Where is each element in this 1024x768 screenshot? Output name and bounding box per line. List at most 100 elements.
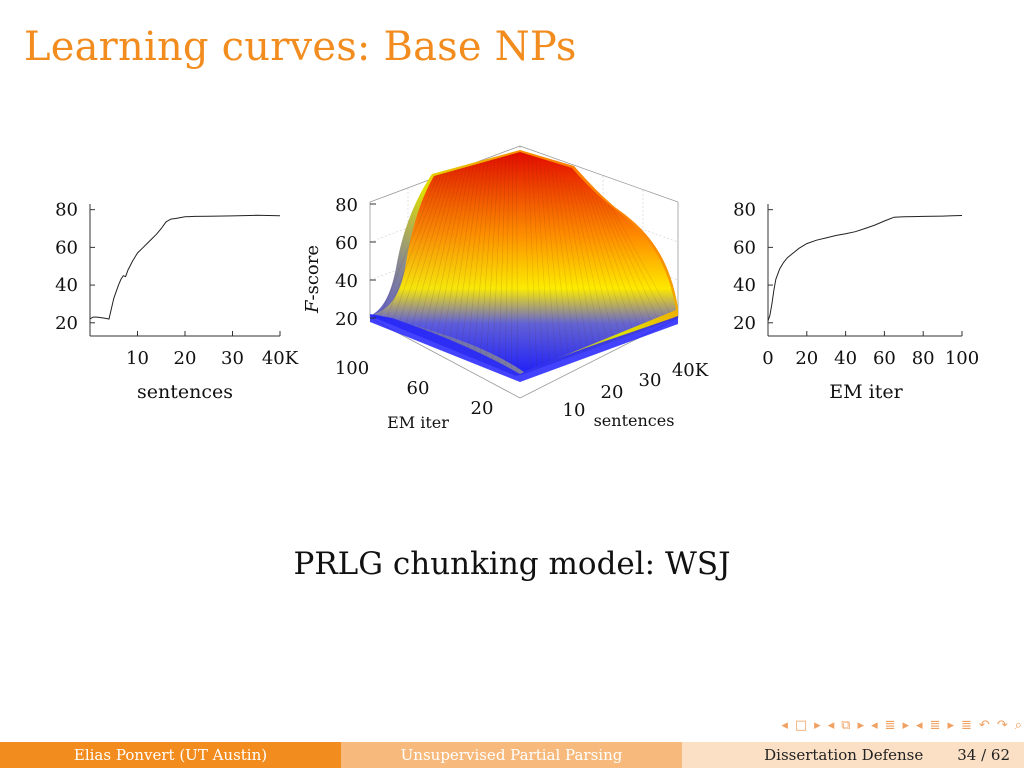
surface-mesh-line (436, 165, 471, 339)
surface-mesh-line (467, 160, 489, 351)
surface-mesh-line (559, 176, 588, 347)
z-tick-label: 60 (335, 233, 358, 254)
surface-mesh-line (539, 164, 556, 360)
surface-mesh-line (442, 164, 474, 341)
x-tick-label: 0 (762, 348, 773, 369)
x-axis-label: EM iter (829, 381, 903, 403)
nav-icon[interactable]: ◂ (827, 717, 835, 733)
surface-mesh-line (386, 173, 442, 319)
surface-mesh-line (429, 166, 467, 336)
z-tick-label: 20 (335, 309, 358, 330)
chart-left-axes (89, 204, 280, 337)
surface-mesh-line (575, 185, 613, 336)
surface-mesh-line (417, 168, 460, 331)
surface-mesh-line (473, 159, 492, 353)
y-tick-label: 60 (733, 237, 756, 258)
surface-mesh-line (607, 205, 664, 316)
surface-mesh-line (523, 154, 531, 370)
nav-icon[interactable]: ≣ (929, 717, 941, 733)
surface-mesh-line (547, 168, 569, 354)
surface-mesh-line (571, 183, 607, 339)
footer-right: Dissertation Defense 34 / 62 (682, 742, 1024, 768)
x-tick-label: 10 (563, 400, 586, 421)
y-axis-label: EM iter (387, 413, 449, 432)
surface-mesh-line (379, 174, 438, 317)
surface-top-face (374, 152, 676, 372)
surface-mesh-line (486, 157, 499, 358)
chart-right-axes (767, 204, 962, 337)
z-tick-label: 80 (335, 195, 358, 216)
x-axis-label: sentences (137, 381, 233, 403)
nav-icon[interactable]: ▸ (902, 717, 910, 733)
em-iter-curve-line (767, 215, 963, 322)
surface-mesh-lines (379, 152, 670, 370)
footer-author: Elias Ponvert (UT Austin) (0, 742, 341, 768)
nav-icon[interactable]: ▸ (947, 717, 954, 733)
surface-mesh-line (595, 197, 645, 324)
y-tick-label: 40 (733, 275, 756, 296)
nav-icon[interactable]: ↷ (996, 717, 1008, 733)
surface-mesh-line (535, 161, 550, 362)
surface-mesh-line (423, 167, 463, 334)
surface-mesh-line (531, 159, 544, 365)
surface-mesh-line (454, 162, 481, 346)
y-tick-label: 60 (55, 237, 78, 258)
surface-mesh-line (398, 171, 449, 324)
surface-mesh-line (567, 180, 601, 342)
y-tick-label: 80 (55, 200, 78, 221)
z-axis-label: F-score (302, 245, 323, 314)
nav-icon[interactable]: □ (794, 717, 808, 733)
x-tick-label: 40K (672, 360, 709, 381)
nav-icon[interactable]: ⧉ (841, 717, 851, 733)
surface-mesh-line (527, 156, 537, 367)
x-tick-label: 30 (639, 370, 662, 391)
x-tick-label: 10 (126, 348, 149, 369)
x-tick-label: 40K (262, 348, 299, 369)
nav-icon[interactable]: ◂ (916, 717, 923, 733)
slide-caption: PRLG chunking model: WSJ (293, 546, 731, 582)
nav-icon[interactable]: ≣ (884, 717, 896, 733)
surface-mesh-line (516, 152, 519, 370)
surface-mesh-line (461, 161, 485, 348)
sentences-learning-curve-chart: 20 40 60 80 10 20 30 40K sentences (55, 200, 299, 403)
surface-mesh-line (591, 195, 639, 326)
nav-icon[interactable]: ≣ (961, 717, 972, 733)
nav-icon[interactable]: ◂ (781, 717, 788, 733)
y-tick-label: 40 (55, 275, 78, 296)
f-score-surface-chart: 20 40 60 80 20 60 100 10 20 30 40K F-score EM it… (302, 145, 709, 432)
footer-page-number: 34 / 62 (957, 746, 1010, 764)
nav-icon[interactable]: ▸ (857, 717, 865, 733)
x-tick-label: 40 (834, 348, 857, 369)
beamer-navigation-bar[interactable]: ◂ □ ▸ ◂ ⧉ ▸ ◂ ≣ ▸ ◂ ≣ ▸ ≣ ↶ ↷ ⌕ (662, 714, 1022, 736)
surface-mesh-line (587, 192, 632, 329)
y-tick-label: 20 (733, 313, 756, 334)
slide-footer: Elias Ponvert (UT Austin) Unsupervised P… (0, 742, 1024, 768)
x-tick-label: 20 (601, 382, 624, 403)
slide-title: Learning curves: Base NPs (24, 24, 577, 70)
surface-mesh-line (579, 188, 620, 334)
x-tick-label: 60 (873, 348, 896, 369)
nav-icon[interactable]: ▸ (814, 717, 821, 733)
surface-mesh-line (504, 154, 510, 365)
surface-mesh-line (492, 156, 503, 360)
surface-mesh-line (603, 202, 658, 318)
nav-icon[interactable]: ◂ (871, 717, 878, 733)
x-tick-label: 100 (945, 348, 979, 369)
surface-mesh-line (563, 178, 594, 344)
x-tick-label: 30 (221, 348, 244, 369)
em-iter-learning-curve-chart: 20 40 60 80 0 20 40 60 80 100 EM iter (733, 200, 979, 403)
x-axis-label: sentences (594, 411, 675, 430)
surface-mesh-line (392, 172, 446, 322)
z-axis-label-rest: -score (302, 245, 323, 301)
z-axis-label-f: F (302, 299, 323, 314)
surface-mesh-line (479, 158, 496, 356)
nav-icon[interactable]: ⌕ (1014, 717, 1022, 733)
surface-mesh-line (404, 170, 453, 327)
nav-icon[interactable]: ↶ (978, 717, 990, 733)
footer-title: Unsupervised Partial Parsing (341, 742, 682, 768)
y-tick-label: 20 (471, 398, 494, 419)
surface-mesh-line (583, 190, 626, 331)
surface-mesh-line (411, 169, 456, 329)
z-tick-label: 40 (335, 271, 358, 292)
surface-mesh-line (599, 200, 651, 321)
